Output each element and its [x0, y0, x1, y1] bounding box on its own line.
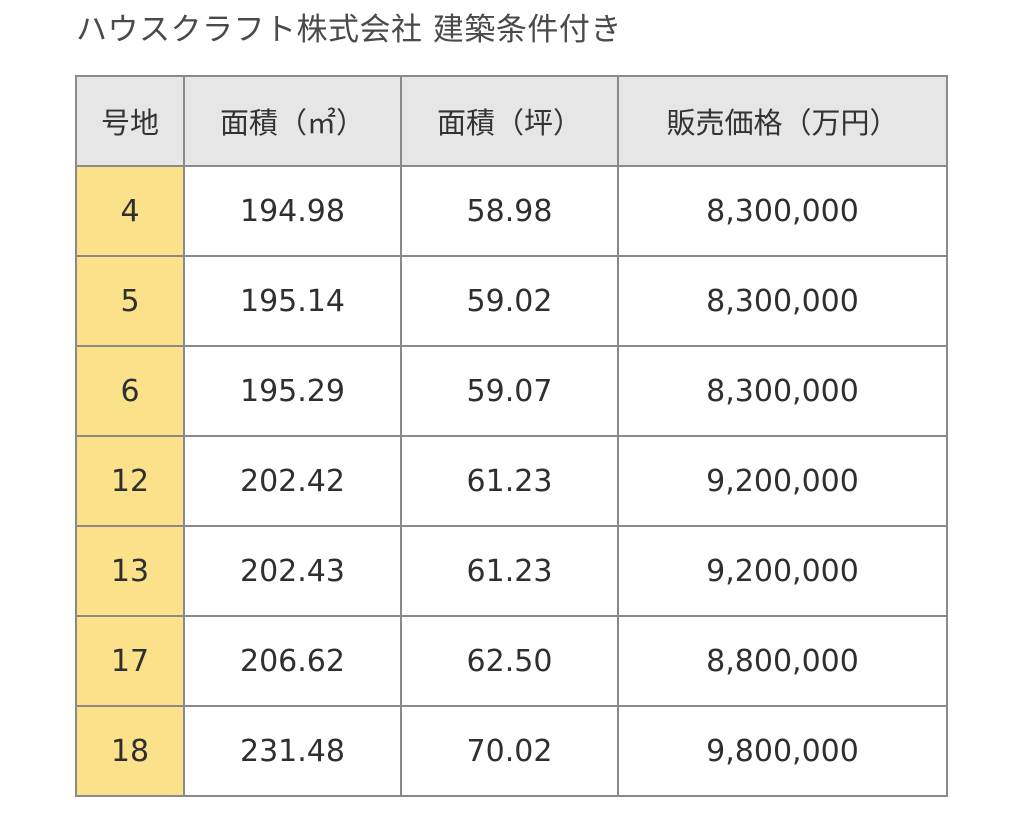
table-row: 6 195.29 59.07 8,300,000: [75, 345, 948, 437]
area-tsubo-cell: 62.50: [400, 615, 619, 707]
area-sqm-cell: 231.48: [183, 705, 402, 797]
area-sqm-cell: 206.62: [183, 615, 402, 707]
price-cell: 8,800,000: [617, 615, 948, 707]
header-price: 販売価格（万円）: [617, 75, 948, 167]
lot-number-cell: 13: [75, 525, 185, 617]
area-tsubo-cell: 59.02: [400, 255, 619, 347]
header-area-sqm: 面積（㎡）: [183, 75, 402, 167]
area-sqm-cell: 194.98: [183, 165, 402, 257]
area-sqm-cell: 195.14: [183, 255, 402, 347]
lot-number-cell: 12: [75, 435, 185, 527]
page-title: ハウスクラフト株式会社 建築条件付き: [76, 12, 622, 48]
area-tsubo-cell: 70.02: [400, 705, 619, 797]
price-cell: 8,300,000: [617, 165, 948, 257]
header-lot-number: 号地: [75, 75, 185, 167]
price-cell: 8,300,000: [617, 345, 948, 437]
area-sqm-cell: 202.43: [183, 525, 402, 617]
area-tsubo-cell: 61.23: [400, 435, 619, 527]
table-row: 17 206.62 62.50 8,800,000: [75, 615, 948, 707]
area-tsubo-cell: 58.98: [400, 165, 619, 257]
lot-number-cell: 17: [75, 615, 185, 707]
lot-number-cell: 5: [75, 255, 185, 347]
table-row: 5 195.14 59.02 8,300,000: [75, 255, 948, 347]
area-tsubo-cell: 61.23: [400, 525, 619, 617]
header-area-tsubo: 面積（坪）: [400, 75, 619, 167]
table-row: 12 202.42 61.23 9,200,000: [75, 435, 948, 527]
lot-number-cell: 4: [75, 165, 185, 257]
table-header-row: 号地 面積（㎡） 面積（坪） 販売価格（万円）: [75, 75, 948, 167]
price-cell: 9,800,000: [617, 705, 948, 797]
table-row: 18 231.48 70.02 9,800,000: [75, 705, 948, 797]
lot-number-cell: 6: [75, 345, 185, 437]
price-cell: 8,300,000: [617, 255, 948, 347]
area-sqm-cell: 202.42: [183, 435, 402, 527]
area-sqm-cell: 195.29: [183, 345, 402, 437]
price-cell: 9,200,000: [617, 525, 948, 617]
table-row: 13 202.43 61.23 9,200,000: [75, 525, 948, 617]
area-tsubo-cell: 59.07: [400, 345, 619, 437]
lot-number-cell: 18: [75, 705, 185, 797]
lot-price-table: 号地 面積（㎡） 面積（坪） 販売価格（万円） 4 194.98 58.98 8…: [75, 75, 948, 797]
price-cell: 9,200,000: [617, 435, 948, 527]
table-row: 4 194.98 58.98 8,300,000: [75, 165, 948, 257]
